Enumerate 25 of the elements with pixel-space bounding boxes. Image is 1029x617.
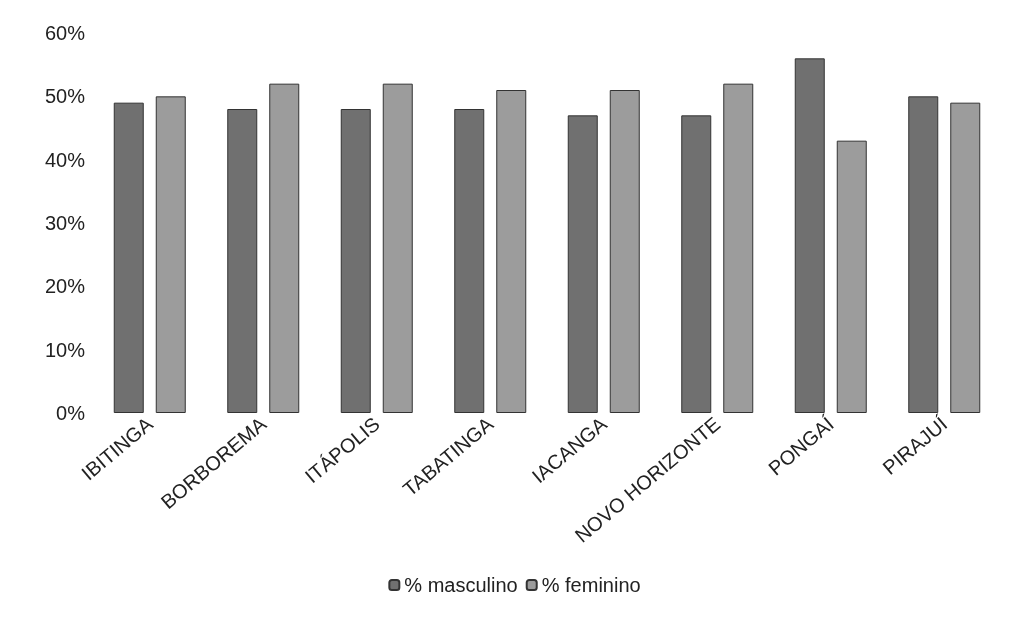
legend-label: % masculino [404,574,518,596]
bar [567,115,598,413]
y-tick-label: 60% [44,22,86,44]
bar [382,83,413,413]
legend-label: % feminino [541,574,641,596]
y-tick-label: 20% [44,275,86,298]
bar [723,83,754,413]
y-tick-label: 30% [44,212,86,234]
bar [681,115,712,413]
y-tick-label: 0% [56,402,86,424]
y-tick-label: 50% [44,85,86,108]
bar [609,90,640,413]
bar [836,140,867,413]
bar [908,96,939,413]
bar [269,83,300,413]
y-tick-label: 40% [44,148,86,171]
bar [454,109,485,413]
bar [340,109,371,413]
bar [227,109,258,413]
bar [950,102,981,413]
bar [794,58,825,413]
bar [113,102,144,413]
y-tick-label: 10% [44,338,86,361]
bar [496,90,527,413]
bar [155,96,186,413]
